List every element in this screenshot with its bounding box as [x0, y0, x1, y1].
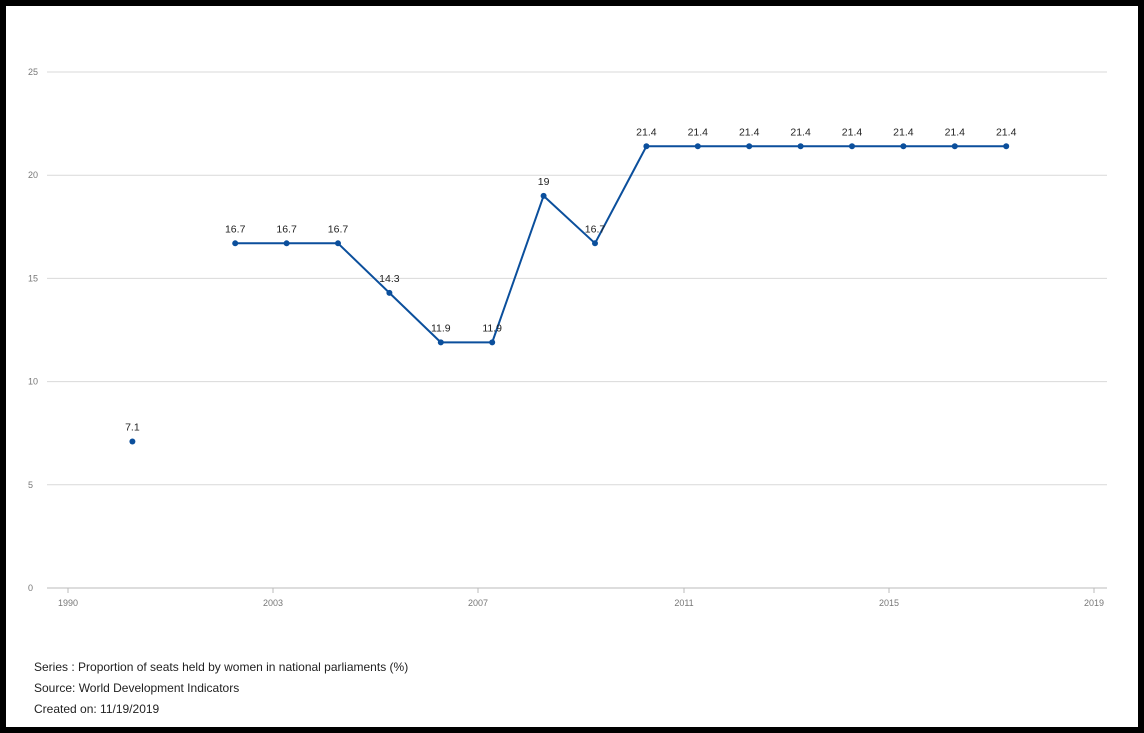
x-tick-label-1990: 1990: [58, 598, 78, 608]
data-label-2012: 21.4: [688, 126, 709, 138]
data-point-2007: [437, 339, 444, 346]
data-point-2018: [1003, 143, 1010, 150]
data-point-2001: [129, 438, 136, 445]
data-point-2012: [694, 143, 701, 150]
data-label-2016: 21.4: [893, 126, 914, 138]
data-point-2013: [746, 143, 753, 150]
data-point-2008: [489, 339, 496, 346]
data-point-2005: [335, 240, 341, 247]
data-label-2005: 16.7: [328, 223, 349, 235]
data-label-2006: 14.3: [379, 273, 400, 285]
data-label-2013: 21.4: [739, 126, 760, 138]
data-label-2018: 21.4: [996, 126, 1017, 138]
data-label-2007: 11.9: [431, 322, 451, 334]
series-line-segment: [337, 242, 391, 294]
data-label-2008: 11.9: [482, 322, 502, 334]
data-label-2001: 7.1: [125, 421, 140, 433]
created-note: Created on: 11/19/2019: [34, 702, 160, 716]
data-point-2014: [797, 143, 804, 150]
series-line-segment: [388, 291, 442, 344]
data-label-2010: 16.7: [585, 223, 606, 235]
y-tick-label-5: 5: [28, 480, 33, 490]
source-note: Source: World Development Indicators: [34, 681, 240, 695]
data-label-2009: 19: [538, 176, 550, 188]
data-label-2011: 21.4: [636, 126, 657, 138]
x-tick-label-2015: 2015: [879, 598, 899, 608]
y-tick-label-0: 0: [28, 583, 33, 593]
data-point-2006: [386, 289, 393, 296]
data-point-2003: [232, 240, 239, 247]
y-tick-label-20: 20: [28, 170, 38, 180]
y-tick-label-25: 25: [28, 67, 38, 77]
series-line-segment: [594, 145, 648, 245]
data-point-2004: [283, 240, 290, 247]
x-tick-label-2011: 2011: [674, 598, 693, 608]
data-label-2014: 21.4: [790, 126, 811, 138]
chart-notes: Series : Proportion of seats held by wom…: [34, 657, 408, 720]
data-label-2015: 21.4: [842, 126, 863, 138]
data-point-2015: [849, 143, 855, 150]
line-chart: 0 5 10 15 20 25 1990 2003 2007 2011 2015 2019 7.1 16.…: [28, 67, 1107, 608]
data-label-2017: 21.4: [945, 126, 966, 138]
y-tick-label-10: 10: [28, 377, 38, 387]
data-label-2004: 16.7: [276, 223, 297, 235]
data-point-2009: [540, 192, 547, 199]
y-tick-label-15: 15: [28, 273, 38, 283]
x-tick-label-2019: 2019: [1084, 598, 1104, 608]
data-point-2010: [592, 240, 598, 247]
series-line-segment: [542, 194, 596, 245]
data-point-2017: [951, 143, 958, 150]
x-tick-label-2003: 2003: [263, 598, 283, 608]
data-point-2011: [643, 143, 650, 150]
series-line-segment: [491, 194, 545, 344]
data-point-2016: [900, 143, 907, 150]
series-note: Series : Proportion of seats held by wom…: [34, 660, 409, 674]
data-label-2003: 16.7: [225, 223, 246, 235]
x-tick-label-2007: 2007: [468, 598, 488, 608]
